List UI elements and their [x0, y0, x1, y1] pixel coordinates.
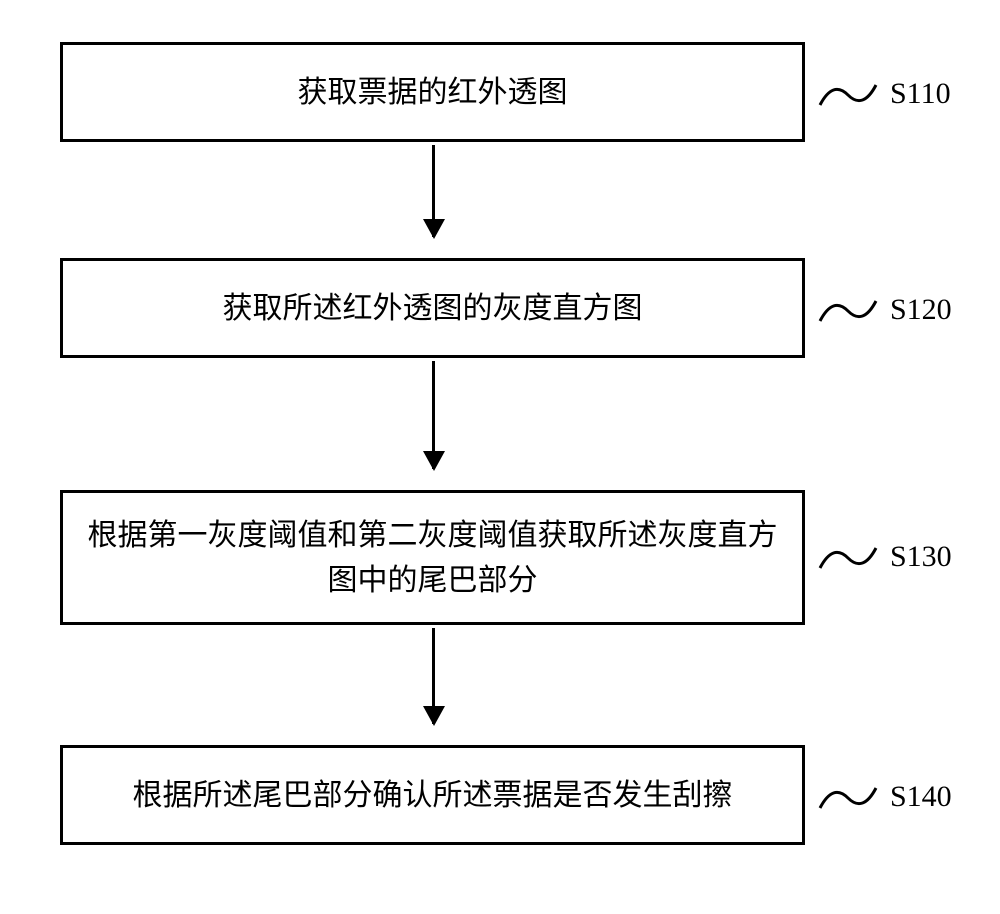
step-box-s140: 根据所述尾巴部分确认所述票据是否发生刮擦	[60, 745, 805, 845]
arrow-s110-s120	[432, 145, 435, 237]
step-label-s110: S110	[890, 77, 951, 111]
step-label-s120: S120	[890, 293, 952, 327]
tilde-connector-s130	[818, 538, 878, 578]
arrow-s120-s130	[432, 361, 435, 469]
step-box-s120: 获取所述红外透图的灰度直方图	[60, 258, 805, 358]
arrow-s130-s140	[432, 628, 435, 724]
tilde-connector-s110	[818, 75, 878, 115]
step-text-s120: 获取所述红外透图的灰度直方图	[223, 286, 643, 331]
step-box-s110: 获取票据的红外透图	[60, 42, 805, 142]
tilde-connector-s120	[818, 291, 878, 331]
tilde-connector-s140	[818, 778, 878, 818]
step-label-s130: S130	[890, 540, 952, 574]
step-text-s110: 获取票据的红外透图	[298, 70, 568, 115]
step-text-s130: 根据第一灰度阈值和第二灰度阈值获取所述灰度直方图中的尾巴部分	[83, 513, 782, 603]
step-box-s130: 根据第一灰度阈值和第二灰度阈值获取所述灰度直方图中的尾巴部分	[60, 490, 805, 625]
step-label-s140: S140	[890, 780, 952, 814]
flowchart-canvas: 获取票据的红外透图 S110 获取所述红外透图的灰度直方图 S120 根据第一灰…	[0, 0, 1000, 914]
step-text-s140: 根据所述尾巴部分确认所述票据是否发生刮擦	[133, 773, 733, 818]
